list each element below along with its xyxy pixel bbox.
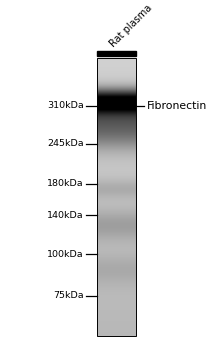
Text: Fibronectin: Fibronectin: [147, 100, 207, 111]
Text: 140kDa: 140kDa: [47, 211, 84, 220]
Bar: [97, 58, 136, 336]
Text: 100kDa: 100kDa: [47, 250, 84, 259]
Text: 75kDa: 75kDa: [53, 291, 84, 300]
Text: 310kDa: 310kDa: [47, 101, 84, 110]
Bar: [97, 51, 136, 56]
Text: 245kDa: 245kDa: [47, 139, 84, 148]
Text: 180kDa: 180kDa: [47, 179, 84, 188]
Text: Rat plasma: Rat plasma: [108, 3, 154, 49]
